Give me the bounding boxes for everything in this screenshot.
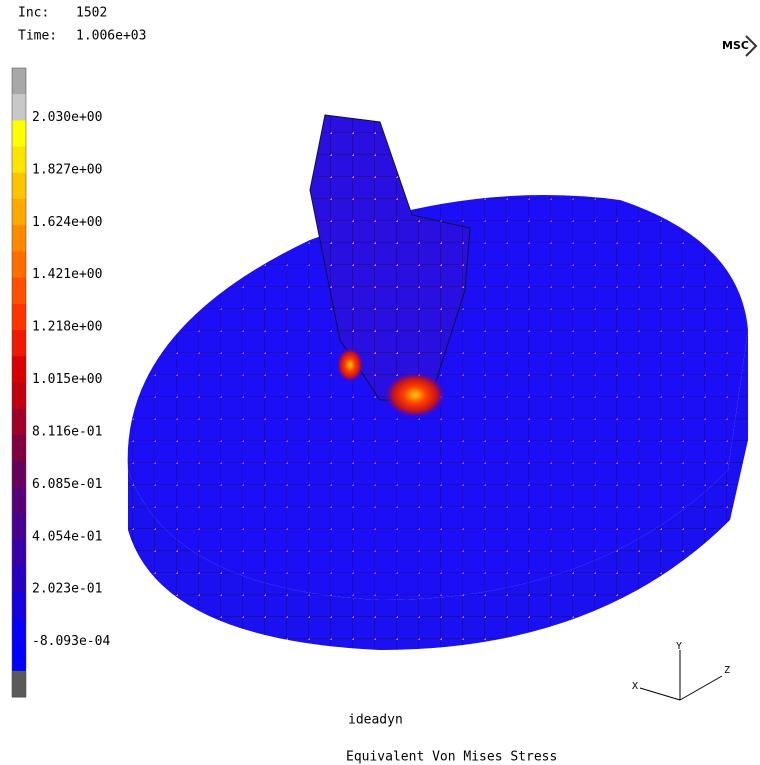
legend-label: 8.116e-01 [32, 424, 102, 439]
legend-label: 1.218e+00 [32, 320, 102, 335]
legend-band [12, 147, 26, 174]
axis-x-label: X [632, 681, 638, 692]
time-value: 1.006e+03 [76, 29, 146, 44]
legend-label: 1.421e+00 [32, 267, 102, 282]
legend-label: 2.030e+00 [32, 110, 102, 125]
legend-band [12, 356, 26, 383]
hot-spot [383, 371, 447, 419]
legend-band [12, 251, 26, 278]
scene: Inc: 1502 Time: 1.006e+03 MSC X Y Z idea… [0, 0, 760, 765]
legend-band [12, 199, 26, 226]
legend-band [12, 435, 26, 462]
legend-label: 1.015e+00 [32, 372, 102, 387]
legend-band [12, 330, 26, 357]
axis-z-label: Z [724, 665, 730, 676]
axis-x [640, 688, 680, 700]
result-name: Equivalent Von Mises Stress [346, 750, 557, 765]
viewport: Inc: 1502 Time: 1.006e+03 MSC X Y Z idea… [0, 0, 760, 765]
hot-spot [336, 347, 364, 383]
legend-band [12, 304, 26, 331]
legend-band [12, 278, 26, 305]
legend-label: 2.023e-01 [32, 582, 102, 597]
axis-y-label: Y [676, 641, 682, 652]
legend-band [12, 120, 26, 147]
legend-band [12, 566, 26, 593]
legend-label: 1.827e+00 [32, 162, 102, 177]
model-name: ideadyn [348, 713, 403, 728]
legend-band [12, 461, 26, 488]
legend-band [12, 409, 26, 436]
legend-label: 4.054e-01 [32, 529, 102, 544]
legend-band [12, 173, 26, 200]
legend-band [12, 540, 26, 567]
axis-triad: X Y Z [632, 641, 730, 700]
legend-band [12, 68, 26, 95]
logo: MSC [722, 39, 749, 52]
legend-band [12, 225, 26, 252]
inc-label: Inc: [18, 6, 49, 21]
legend-band [12, 94, 26, 121]
legend-band [12, 618, 26, 645]
legend-band [12, 487, 26, 514]
legend-label: 6.085e-01 [32, 477, 102, 492]
legend-band [12, 645, 26, 672]
legend-band [12, 671, 26, 698]
model [128, 115, 748, 650]
legend-label: 1.624e+00 [32, 215, 102, 230]
legend-band [12, 514, 26, 541]
legend-band [12, 383, 26, 410]
legend-label: -8.093e-04 [32, 634, 110, 649]
legend-band [12, 592, 26, 619]
inc-value: 1502 [76, 6, 107, 21]
time-label: Time: [18, 29, 57, 44]
axis-z [680, 676, 722, 700]
